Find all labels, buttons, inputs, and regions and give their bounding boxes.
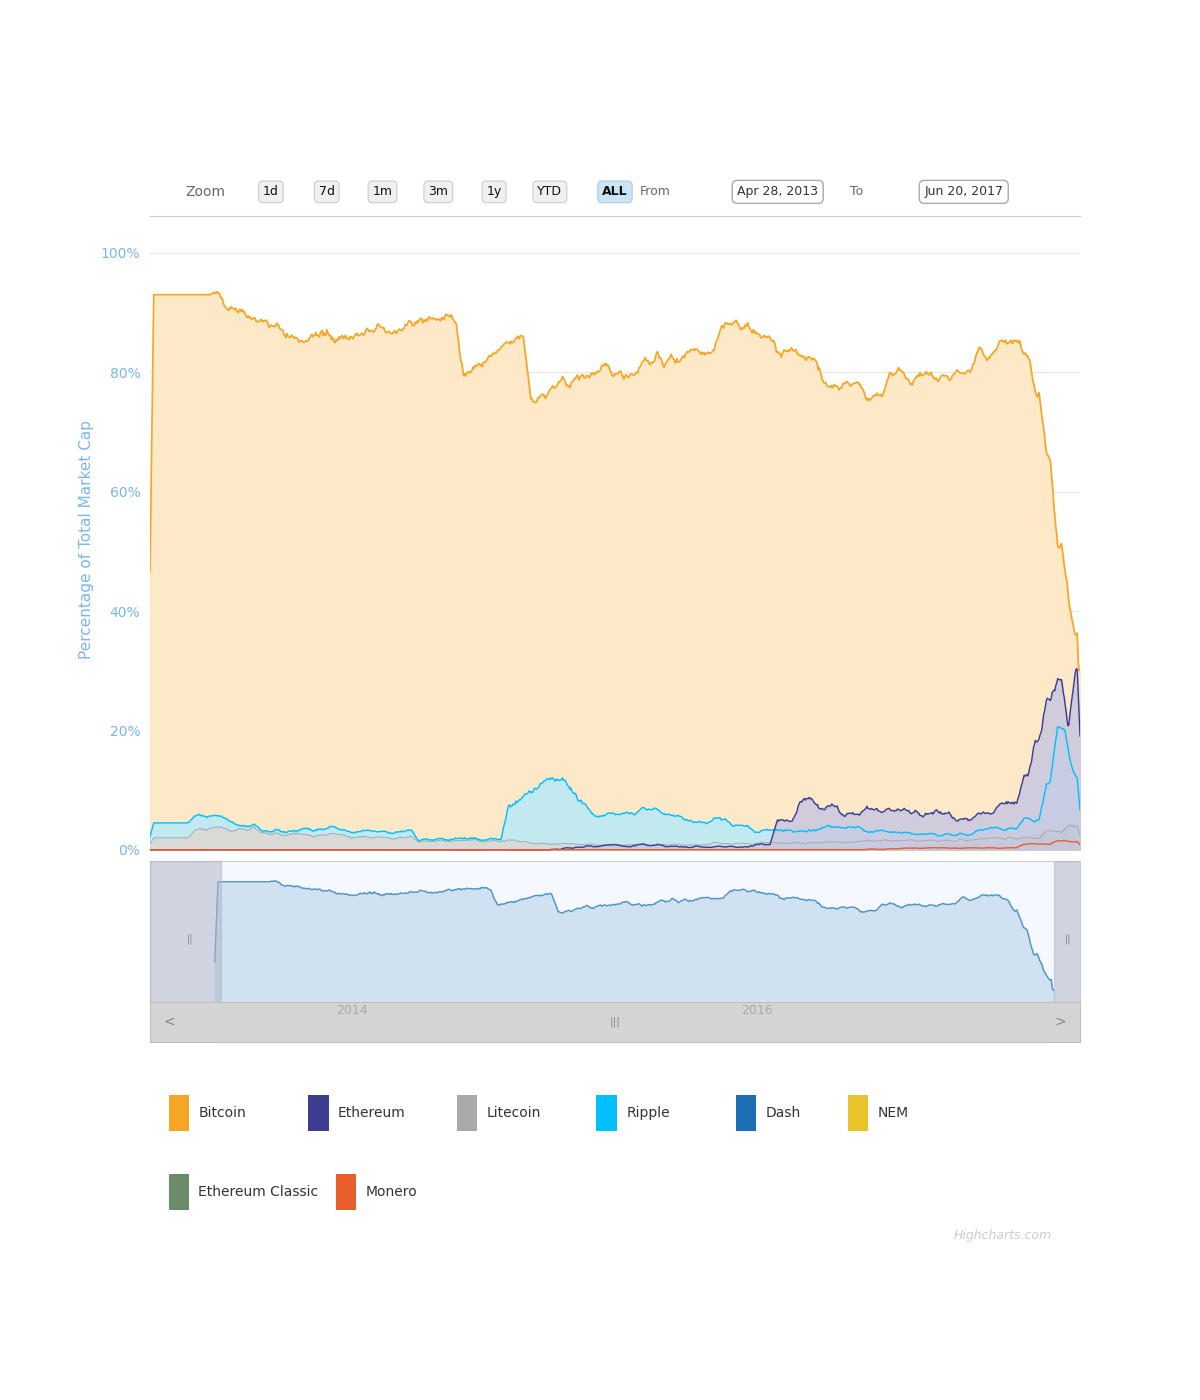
Text: Highcharts.com: Highcharts.com (954, 1229, 1052, 1242)
Text: ||: || (1064, 934, 1072, 944)
Bar (457, 1095, 478, 1131)
Bar (168, 1175, 190, 1210)
Text: From: From (640, 185, 671, 199)
Text: Dash: Dash (766, 1106, 800, 1120)
Bar (596, 1095, 617, 1131)
Text: Apr 28, 2013: Apr 28, 2013 (737, 185, 818, 199)
Bar (168, 1095, 190, 1131)
Bar (736, 1095, 756, 1131)
Text: 1y: 1y (486, 185, 502, 199)
Text: Ripple: Ripple (626, 1106, 670, 1120)
Text: Monero: Monero (366, 1186, 418, 1200)
Text: 2016: 2016 (740, 1004, 773, 1018)
Text: 1m: 1m (372, 185, 392, 199)
Bar (1054, 861, 1080, 1042)
Text: ||: || (187, 934, 193, 944)
Text: 2014: 2014 (336, 1004, 368, 1018)
Y-axis label: Percentage of Total Market Cap: Percentage of Total Market Cap (79, 420, 94, 659)
Text: YTD: YTD (538, 185, 563, 199)
Text: ALL: ALL (602, 185, 628, 199)
Bar (308, 1095, 329, 1131)
Text: Litecoin: Litecoin (487, 1106, 541, 1120)
Text: Zoom: Zoom (186, 185, 226, 199)
Text: 7d: 7d (319, 185, 335, 199)
Text: Ethereum: Ethereum (338, 1106, 406, 1120)
Bar (150, 861, 221, 1042)
Text: Bitcoin: Bitcoin (198, 1106, 246, 1120)
Text: To: To (850, 185, 864, 199)
Text: Jun 20, 2017: Jun 20, 2017 (924, 185, 1003, 199)
Text: Ethereum Classic: Ethereum Classic (198, 1186, 318, 1200)
Text: NEM: NEM (877, 1106, 908, 1120)
Text: 1d: 1d (263, 185, 278, 199)
Bar (847, 1095, 868, 1131)
Text: 3m: 3m (428, 185, 449, 199)
Bar (336, 1175, 356, 1210)
